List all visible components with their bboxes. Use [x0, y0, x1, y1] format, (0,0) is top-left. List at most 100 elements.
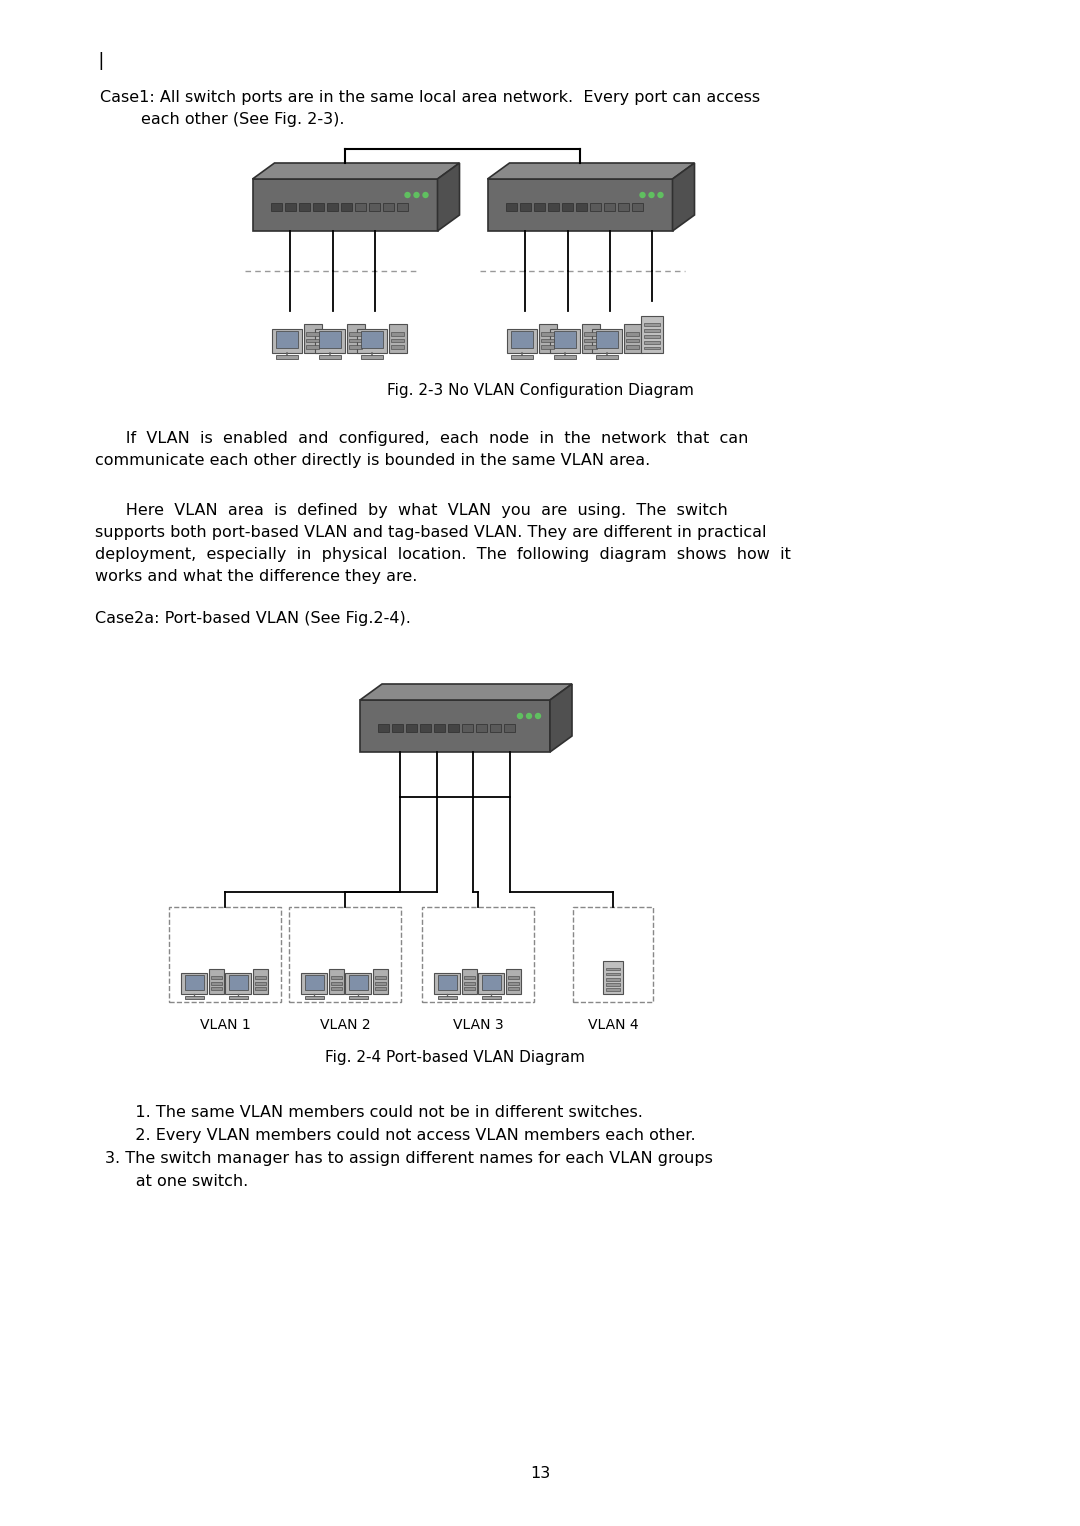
Text: at one switch.: at one switch. [105, 1173, 248, 1189]
FancyBboxPatch shape [270, 203, 282, 211]
FancyBboxPatch shape [541, 339, 554, 342]
FancyBboxPatch shape [464, 987, 475, 990]
FancyBboxPatch shape [420, 723, 431, 732]
FancyBboxPatch shape [276, 356, 298, 359]
Text: 3. The switch manager has to assign different names for each VLAN groups: 3. The switch manager has to assign diff… [105, 1151, 713, 1166]
FancyBboxPatch shape [210, 969, 225, 993]
FancyBboxPatch shape [391, 345, 404, 348]
FancyBboxPatch shape [626, 345, 639, 348]
FancyBboxPatch shape [255, 987, 267, 990]
FancyBboxPatch shape [382, 203, 393, 211]
FancyBboxPatch shape [606, 978, 620, 981]
FancyBboxPatch shape [185, 975, 204, 990]
Text: Fig. 2-4 Port-based VLAN Diagram: Fig. 2-4 Port-based VLAN Diagram [325, 1050, 585, 1065]
Text: each other (See Fig. 2-3).: each other (See Fig. 2-3). [100, 111, 345, 127]
FancyBboxPatch shape [644, 346, 660, 349]
Polygon shape [360, 684, 572, 700]
FancyBboxPatch shape [626, 333, 639, 336]
Text: 1. The same VLAN members could not be in different switches.: 1. The same VLAN members could not be in… [120, 1105, 643, 1120]
Polygon shape [550, 684, 572, 752]
Polygon shape [437, 163, 459, 230]
FancyBboxPatch shape [644, 340, 660, 343]
FancyBboxPatch shape [332, 981, 342, 984]
FancyBboxPatch shape [229, 975, 248, 990]
FancyBboxPatch shape [406, 723, 417, 732]
Text: Fig. 2-3 No VLAN Configuration Diagram: Fig. 2-3 No VLAN Configuration Diagram [387, 383, 693, 398]
Text: supports both port-based VLAN and tag-based VLAN. They are different in practica: supports both port-based VLAN and tag-ba… [95, 525, 767, 540]
Polygon shape [301, 974, 327, 993]
FancyBboxPatch shape [476, 723, 487, 732]
Circle shape [527, 714, 531, 719]
Circle shape [423, 192, 428, 197]
FancyBboxPatch shape [348, 324, 365, 353]
FancyBboxPatch shape [464, 977, 475, 980]
FancyBboxPatch shape [306, 996, 324, 1000]
FancyBboxPatch shape [508, 977, 519, 980]
FancyBboxPatch shape [507, 969, 522, 993]
FancyBboxPatch shape [329, 969, 345, 993]
FancyBboxPatch shape [644, 330, 660, 333]
FancyBboxPatch shape [464, 981, 475, 984]
FancyBboxPatch shape [534, 203, 544, 211]
FancyBboxPatch shape [576, 203, 586, 211]
FancyBboxPatch shape [307, 345, 320, 348]
FancyBboxPatch shape [606, 983, 620, 986]
FancyBboxPatch shape [505, 203, 516, 211]
FancyBboxPatch shape [211, 987, 222, 990]
FancyBboxPatch shape [606, 974, 620, 975]
Circle shape [658, 192, 663, 197]
FancyBboxPatch shape [332, 987, 342, 990]
FancyBboxPatch shape [361, 331, 383, 348]
FancyBboxPatch shape [378, 723, 389, 732]
FancyBboxPatch shape [307, 333, 320, 336]
Polygon shape [592, 328, 622, 353]
FancyBboxPatch shape [596, 356, 618, 359]
Text: |: | [95, 52, 106, 70]
FancyBboxPatch shape [604, 203, 615, 211]
FancyBboxPatch shape [606, 967, 620, 971]
FancyBboxPatch shape [606, 989, 620, 990]
FancyBboxPatch shape [548, 203, 558, 211]
Text: Here  VLAN  area  is  defined  by  what  VLAN  you  are  using.  The  switch: Here VLAN area is defined by what VLAN y… [95, 504, 728, 517]
FancyBboxPatch shape [541, 333, 554, 336]
FancyBboxPatch shape [391, 333, 404, 336]
FancyBboxPatch shape [211, 977, 222, 980]
FancyBboxPatch shape [374, 969, 388, 993]
Text: deployment,  especially  in  physical  location.  The  following  diagram  shows: deployment, especially in physical locat… [95, 546, 791, 562]
FancyBboxPatch shape [624, 324, 642, 353]
FancyBboxPatch shape [362, 356, 382, 359]
FancyBboxPatch shape [319, 331, 341, 348]
FancyBboxPatch shape [554, 356, 576, 359]
Polygon shape [360, 700, 550, 752]
FancyBboxPatch shape [437, 975, 457, 990]
Polygon shape [253, 179, 437, 230]
Text: 2. Every VLAN members could not access VLAN members each other.: 2. Every VLAN members could not access V… [120, 1128, 696, 1143]
Circle shape [517, 714, 523, 719]
FancyBboxPatch shape [504, 723, 515, 732]
Text: communicate each other directly is bounded in the same VLAN area.: communicate each other directly is bound… [95, 453, 650, 468]
FancyBboxPatch shape [584, 345, 597, 348]
Polygon shape [272, 328, 302, 353]
FancyBboxPatch shape [375, 987, 387, 990]
Text: VLAN 3: VLAN 3 [453, 1018, 503, 1032]
Polygon shape [434, 974, 460, 993]
FancyBboxPatch shape [229, 996, 247, 1000]
FancyBboxPatch shape [186, 996, 203, 1000]
Circle shape [414, 192, 419, 197]
FancyBboxPatch shape [508, 981, 519, 984]
FancyBboxPatch shape [438, 996, 457, 1000]
FancyBboxPatch shape [392, 723, 403, 732]
Polygon shape [315, 328, 346, 353]
FancyBboxPatch shape [490, 723, 501, 732]
FancyBboxPatch shape [349, 975, 368, 990]
Circle shape [536, 714, 540, 719]
FancyBboxPatch shape [396, 203, 407, 211]
Text: Case1: All switch ports are in the same local area network.  Every port can acce: Case1: All switch ports are in the same … [100, 90, 760, 105]
Polygon shape [356, 328, 387, 353]
FancyBboxPatch shape [512, 356, 532, 359]
FancyBboxPatch shape [632, 203, 643, 211]
Polygon shape [346, 974, 372, 993]
Text: VLAN 4: VLAN 4 [588, 1018, 638, 1032]
FancyBboxPatch shape [462, 969, 477, 993]
Text: 13: 13 [530, 1466, 550, 1482]
